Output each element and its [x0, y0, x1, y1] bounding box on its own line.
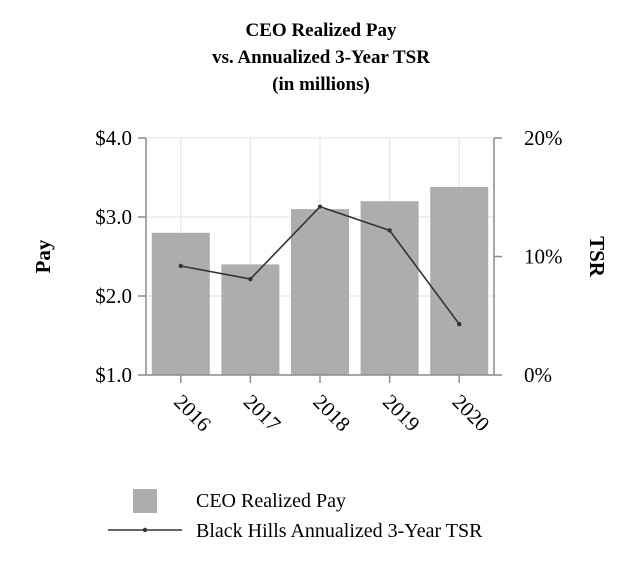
- axes: [138, 137, 502, 383]
- x-tick-label-2017: 2017: [239, 390, 286, 437]
- tsr-line-series: [178, 204, 462, 327]
- right-tick-label-0: 0%: [524, 363, 552, 387]
- legend: CEO Realized Pay Black Hills Annualized 3…: [108, 489, 483, 542]
- x-tick-label-2018: 2018: [308, 390, 355, 437]
- legend-swatch-pay: [133, 489, 157, 513]
- tsr-point-2016: [178, 263, 183, 269]
- bar-2017: [221, 264, 280, 375]
- legend-label-tsr: Black Hills Annualized 3-Year TSR: [196, 520, 483, 542]
- tsr-point-2020: [457, 321, 462, 327]
- bar-2019: [360, 201, 419, 375]
- y-axis-title: Pay: [31, 239, 55, 273]
- left-tick-label-1: $2.0: [95, 284, 132, 308]
- x-tick-label-2019: 2019: [378, 390, 425, 437]
- bar-2020: [430, 186, 489, 375]
- legend-marker-tsr: [142, 527, 148, 533]
- bars: [151, 186, 489, 375]
- right-tick-label-2: 20%: [524, 126, 563, 150]
- chart-title-line-3: (in millions): [272, 74, 370, 95]
- tsr-point-2017: [248, 276, 253, 282]
- tsr-point-2019: [387, 228, 392, 233]
- chart-title-line-1: CEO Realized Pay: [246, 20, 397, 41]
- left-tick-label-3: $4.0: [95, 126, 132, 150]
- tsr-point-2018: [317, 204, 323, 209]
- bar-2016: [151, 232, 210, 375]
- chart-title: CEO Realized Pay vs. Annualized 3-Year TS…: [212, 20, 430, 95]
- x-tick-label-2020: 2020: [448, 390, 495, 437]
- y-axis-title-right: TSR: [585, 236, 609, 278]
- left-tick-label-2: $3.0: [95, 205, 132, 229]
- right-tick-label-1: 10%: [524, 245, 563, 269]
- bar-2018: [291, 209, 349, 375]
- chart-title-line-2: vs. Annualized 3-Year TSR: [212, 47, 430, 68]
- left-tick-label-0: $1.0: [95, 363, 132, 387]
- legend-label-pay: CEO Realized Pay: [196, 490, 346, 512]
- x-tick-label-2016: 2016: [169, 390, 216, 437]
